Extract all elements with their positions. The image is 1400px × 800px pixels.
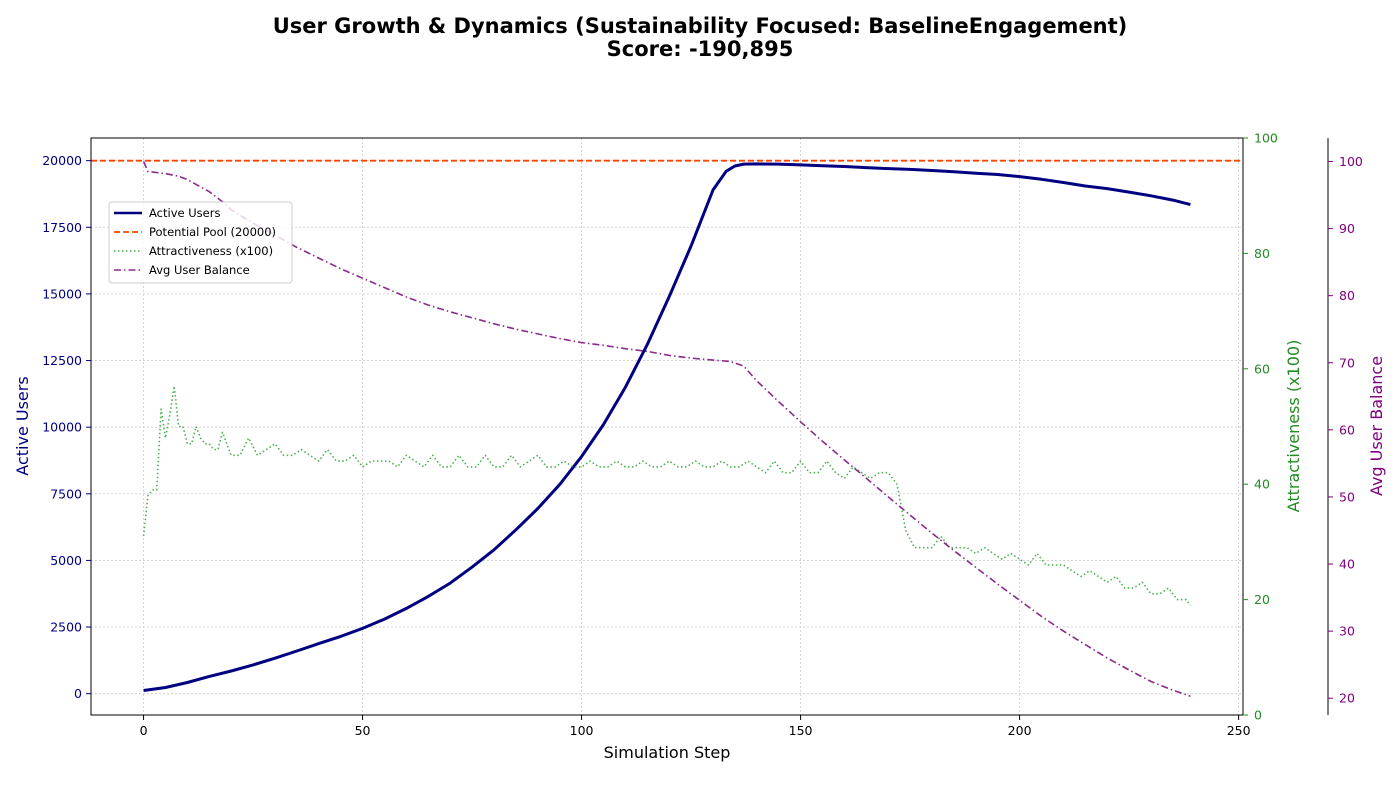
grid: [91, 138, 1243, 715]
legend: Active Users Potential Pool (20000) Attr…: [108, 201, 293, 284]
plot-frame: [90, 137, 1244, 716]
y-right2-tick-label: 20: [1339, 691, 1355, 706]
y-right2-tick-label: 30: [1339, 624, 1355, 639]
y-left-tick-label: 5000: [50, 553, 82, 568]
y-right2-tick-label: 60: [1339, 422, 1355, 437]
series-active-users: [143, 162, 1191, 692]
legend-label-active-users: Active Users: [149, 206, 220, 220]
y-right1-tick-label: 80: [1254, 246, 1270, 261]
y-left-tick-label: 12500: [42, 353, 82, 368]
y-right2-tick-label: 50: [1339, 489, 1355, 504]
legend-label-avg-balance: Avg User Balance: [149, 263, 250, 277]
y-left-tick-label: 2500: [50, 620, 82, 635]
y-right2-tick-label: 40: [1339, 557, 1355, 572]
x-tick-label: 200: [1008, 723, 1032, 738]
legend-label-potential-pool: Potential Pool (20000): [149, 225, 276, 239]
y-right2-axis-label: Avg User Balance: [1367, 356, 1386, 496]
x-tick-label: 250: [1227, 723, 1251, 738]
x-axis-label: Simulation Step: [604, 743, 731, 762]
x-tick-label: 0: [140, 723, 148, 738]
y-left-tick-label: 20000: [42, 153, 82, 168]
y-left-tick-label: 7500: [50, 486, 82, 501]
y-left-axis-label: Active Users: [13, 376, 32, 475]
chart-title: User Growth & Dynamics (Sustainability F…: [273, 14, 1128, 38]
y-right1-tick-label: 20: [1254, 592, 1270, 607]
y-right2-tick-label: 100: [1339, 154, 1363, 169]
y-left-tick-label: 0: [74, 686, 82, 701]
y-right2-tick-label: 70: [1339, 355, 1355, 370]
y-left-tick-label: 10000: [42, 420, 82, 435]
legend-box: [108, 201, 293, 284]
y-right2-tick-label: 90: [1339, 221, 1355, 236]
y-right2-tick-label: 80: [1339, 288, 1355, 303]
ticks: 0 50 100 150 200 2500250050007500100001250015…: [42, 131, 1363, 739]
x-tick-label: 100: [570, 723, 594, 738]
legend-label-attractiveness: Attractiveness (x100): [149, 244, 273, 258]
x-tick-label: 150: [789, 723, 813, 738]
series-attractiveness: [142, 385, 1192, 606]
y-right1-tick-label: 40: [1254, 477, 1270, 492]
y-right1-tick-label: 0: [1254, 708, 1262, 723]
y-right1-axis-label: Attractiveness (x100): [1284, 340, 1303, 513]
x-tick-label: 50: [355, 723, 371, 738]
y-left-tick-label: 15000: [42, 286, 82, 301]
y-right1-tick-label: 60: [1254, 361, 1270, 376]
chart-subtitle: Score: -190,895: [607, 37, 794, 61]
y-left-tick-label: 17500: [42, 220, 82, 235]
y-right1-tick-label: 100: [1254, 131, 1278, 146]
series-avg-balance: [142, 161, 1191, 697]
